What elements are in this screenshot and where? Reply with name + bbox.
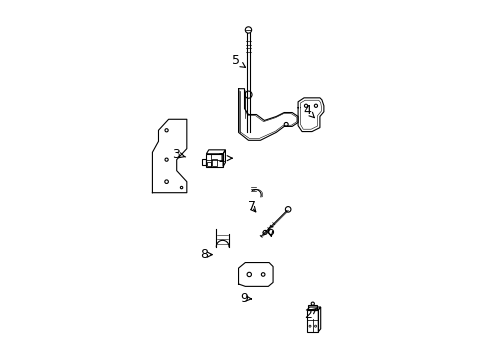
Bar — [206, 154, 223, 167]
Bar — [306, 310, 318, 332]
Bar — [207, 162, 211, 166]
Bar — [201, 159, 206, 165]
Text: 3: 3 — [172, 148, 185, 161]
Text: 5: 5 — [231, 54, 245, 67]
Bar — [211, 158, 216, 166]
Text: 4: 4 — [303, 104, 314, 118]
Text: 6: 6 — [266, 225, 274, 238]
Text: 7: 7 — [247, 201, 255, 213]
Text: 8: 8 — [200, 248, 212, 261]
Text: 2: 2 — [304, 308, 316, 321]
Text: 9: 9 — [240, 292, 251, 305]
Bar — [308, 305, 317, 310]
Text: 1: 1 — [217, 152, 232, 165]
